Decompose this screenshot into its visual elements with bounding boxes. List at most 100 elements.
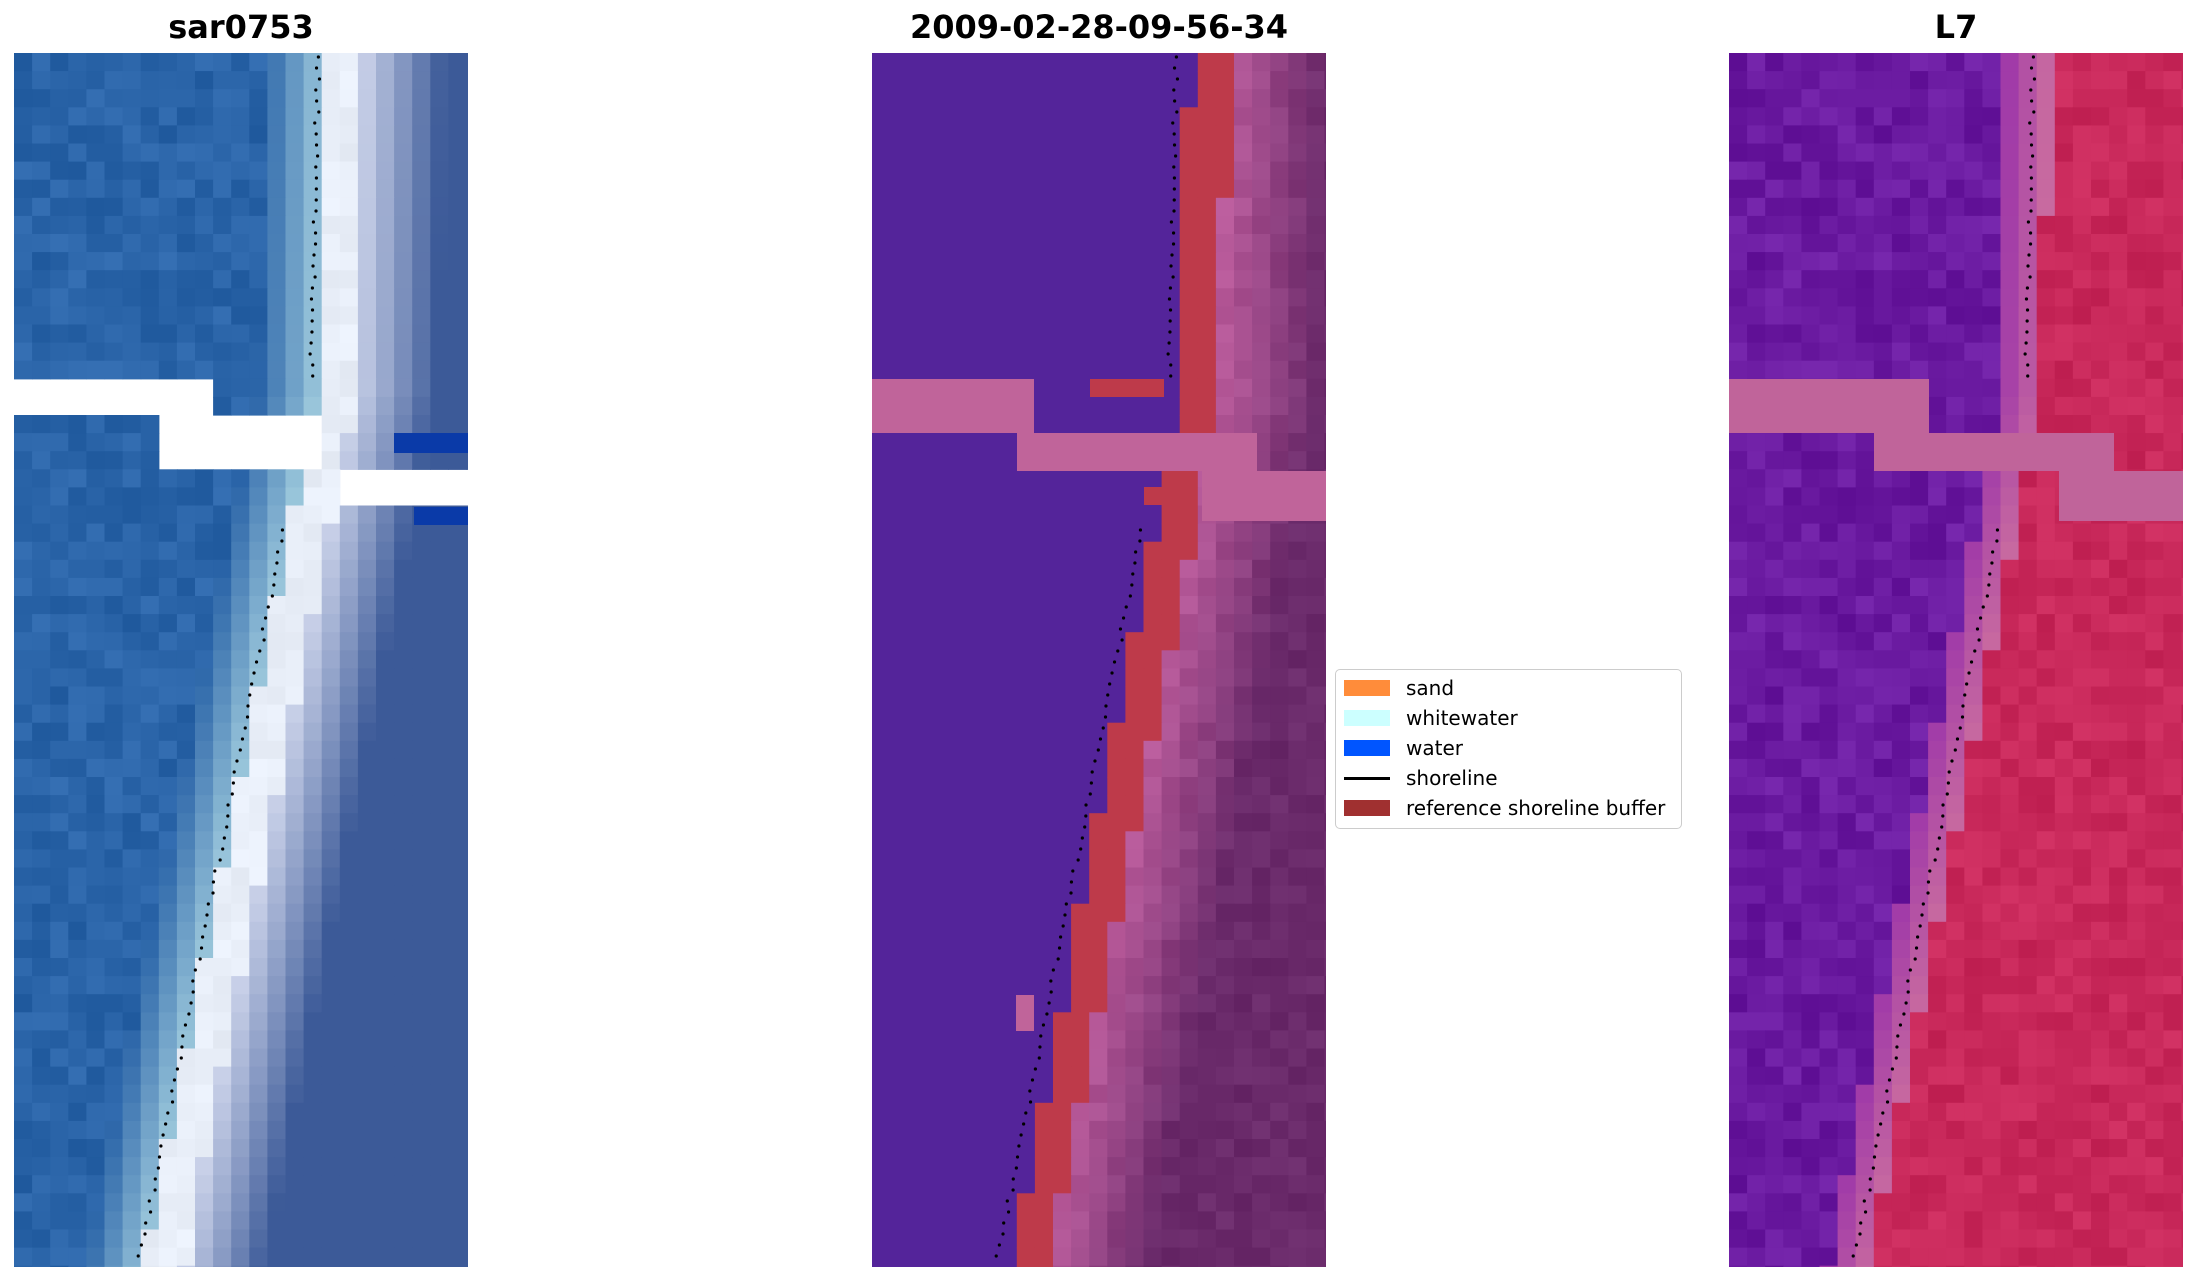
cloud-mask	[872, 379, 1034, 433]
cloud-mask	[1729, 379, 1929, 433]
shoreline-point	[179, 1056, 183, 1060]
shoreline-point	[1024, 1111, 1028, 1115]
shoreline-point	[2025, 330, 2029, 334]
shoreline-point	[1069, 891, 1073, 895]
shoreline-point	[317, 77, 322, 81]
legend-label: shoreline	[1406, 766, 1498, 790]
shoreline-point	[2029, 132, 2033, 136]
shoreline-point	[2028, 121, 2032, 125]
shoreline-point	[1985, 594, 1989, 598]
shoreline-point	[1887, 1078, 1892, 1082]
shoreline-point	[1871, 1166, 1875, 1170]
shoreline-point	[191, 979, 195, 983]
shoreline-point	[310, 319, 314, 323]
shoreline-point	[1169, 363, 1173, 367]
legend-item-reference-shoreline-buffer: reference shoreline buffer	[1344, 796, 1665, 820]
shoreline-point	[1133, 561, 1137, 565]
shoreline-point	[1071, 869, 1075, 873]
shoreline-point	[170, 1089, 174, 1093]
shoreline-point	[1121, 616, 1126, 620]
shoreline-point	[313, 121, 317, 125]
shoreline-point	[2027, 253, 2031, 257]
shoreline-point	[1991, 550, 1995, 554]
shoreline-point	[170, 1100, 175, 1104]
shoreline-point	[1167, 297, 1172, 301]
shoreline-point	[136, 1254, 140, 1258]
shoreline-point	[1011, 1188, 1015, 1192]
shoreline-point	[314, 88, 318, 92]
shoreline-point	[2029, 143, 2034, 147]
legend-item-whitewater: whitewater	[1344, 706, 1518, 730]
shoreline-point	[1975, 627, 1980, 631]
shoreline-point	[997, 1243, 1001, 1247]
shoreline-point	[2026, 363, 2030, 367]
shoreline-point	[156, 1166, 160, 1170]
shoreline-point	[1015, 1155, 1020, 1159]
shoreline-point	[314, 165, 318, 169]
shoreline-point	[1169, 264, 1173, 268]
shoreline-point	[1973, 649, 1977, 653]
shoreline-points	[1851, 55, 2037, 1258]
water-pixel	[414, 507, 468, 525]
shoreline-point	[1872, 1155, 1877, 1159]
shoreline-point	[1104, 704, 1108, 708]
shoreline-point	[1941, 803, 1945, 807]
shoreline-point	[314, 187, 318, 191]
shoreline-point	[1859, 1221, 1863, 1225]
shoreline-point	[1175, 77, 1180, 81]
shoreline-point	[222, 836, 226, 840]
shoreline-point	[225, 825, 229, 829]
shoreline-point	[201, 935, 205, 939]
shoreline-point	[2028, 242, 2033, 246]
shoreline-point	[994, 1254, 998, 1258]
shoreline-point	[213, 869, 217, 873]
shoreline-point	[180, 1045, 184, 1049]
shoreline-point	[273, 572, 277, 576]
shoreline-point	[310, 286, 314, 290]
shoreline-point	[1037, 1056, 1041, 1060]
cloud-mask	[1202, 471, 1326, 521]
classification-panel	[872, 53, 1326, 1267]
shoreline-point	[275, 561, 279, 565]
shoreline-point	[2024, 341, 2028, 345]
shoreline-point	[1093, 759, 1097, 763]
shoreline-point	[1172, 187, 1176, 191]
shoreline-point	[1166, 352, 1170, 356]
shoreline-point	[175, 1067, 179, 1071]
cloud-mask	[1016, 995, 1034, 1031]
shoreline-point	[1079, 847, 1083, 851]
shoreline-point	[2028, 231, 2033, 235]
shoreline-point	[1090, 770, 1094, 774]
buffer-patch	[1144, 487, 1180, 505]
shoreline-point	[308, 352, 312, 356]
shoreline-point	[314, 66, 319, 70]
shoreline-point	[153, 1177, 157, 1181]
shoreline-point	[2026, 264, 2030, 268]
shoreline-point	[153, 1188, 157, 1192]
shoreline-point	[314, 132, 318, 136]
shoreline-point	[1172, 176, 1177, 180]
water-pixel	[394, 433, 468, 453]
shoreline-point	[1069, 880, 1074, 884]
shoreline-point	[1171, 275, 1175, 279]
shoreline-point	[258, 649, 262, 653]
shoreline-point	[1868, 1177, 1872, 1181]
shoreline-point	[310, 330, 314, 334]
shoreline-point	[193, 968, 197, 972]
shoreline-point	[314, 143, 319, 147]
shoreline-point	[1172, 198, 1176, 202]
shoreline-point	[1080, 836, 1084, 840]
shoreline-point	[2032, 110, 2036, 114]
shoreline-point	[1108, 682, 1112, 686]
left-panel-title: sar0753	[168, 8, 314, 46]
shoreline-point	[191, 990, 195, 994]
shoreline-point	[1056, 957, 1060, 961]
shoreline-point	[1172, 88, 1176, 92]
shoreline-point	[1171, 231, 1176, 235]
shoreline-point	[1874, 1144, 1878, 1148]
shoreline-point	[183, 1023, 188, 1027]
shoreline-point	[2029, 176, 2034, 180]
shoreline-point	[218, 858, 222, 862]
right-panel-title: L7	[1934, 8, 1978, 46]
legend-label: whitewater	[1406, 706, 1518, 730]
